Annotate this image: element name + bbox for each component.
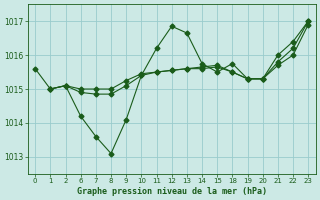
X-axis label: Graphe pression niveau de la mer (hPa): Graphe pression niveau de la mer (hPa) xyxy=(77,187,267,196)
